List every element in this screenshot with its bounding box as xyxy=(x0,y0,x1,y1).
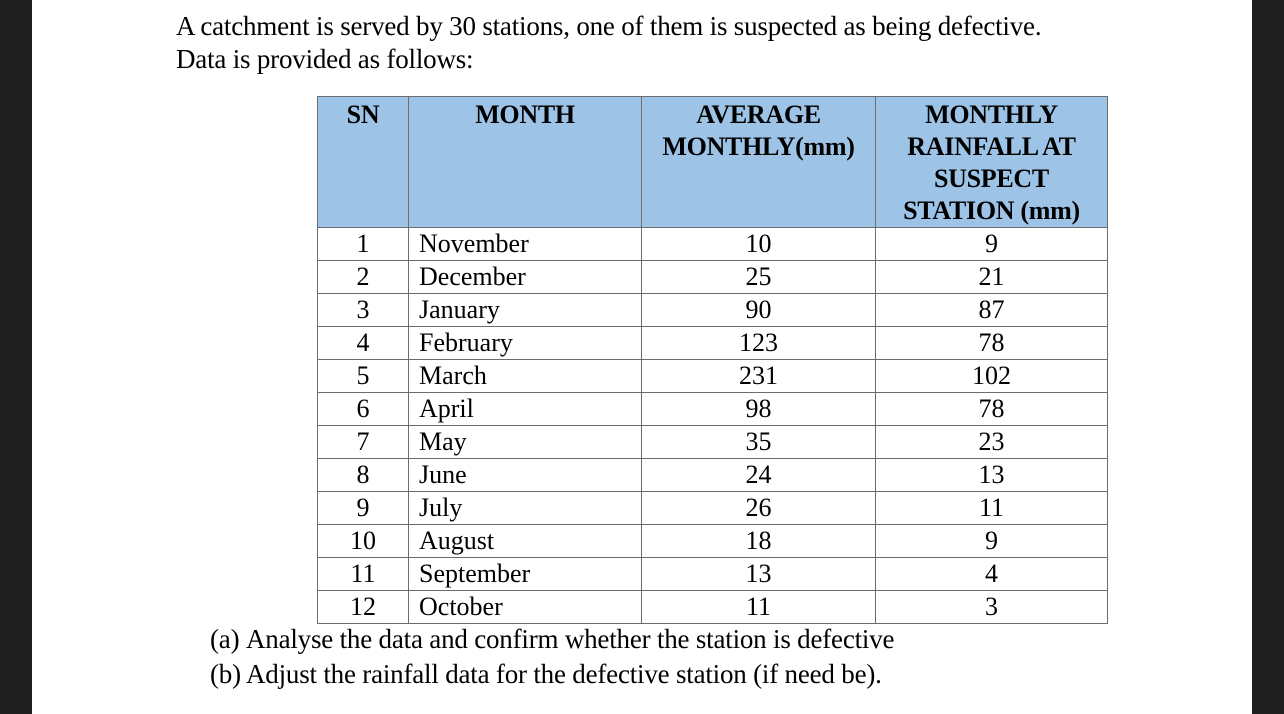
table-header-row: SN MONTH AVERAGE MONTHLY(mm) MONTHLY RAI… xyxy=(317,96,1108,228)
cell-sn: 2 xyxy=(317,260,409,294)
cell-average: 18 xyxy=(641,524,876,558)
table-row: 3 January 90 87 xyxy=(317,293,1108,327)
question-a: (a) Analyse the data and confirm whether … xyxy=(210,622,895,657)
cell-average: 24 xyxy=(641,458,876,492)
cell-sn: 8 xyxy=(317,458,409,492)
cell-month: January xyxy=(408,293,642,327)
cell-sn: 12 xyxy=(317,590,409,624)
cell-average: 35 xyxy=(641,425,876,459)
cell-month: June xyxy=(408,458,642,492)
cell-month: February xyxy=(408,326,642,360)
cell-sn: 6 xyxy=(317,392,409,426)
question-b-text: Adjust the rainfall data for the defecti… xyxy=(246,659,882,689)
cell-average: 123 xyxy=(641,326,876,360)
table-row: 10 August 18 9 xyxy=(317,524,1108,558)
header-suspect-station: MONTHLY RAINFALL AT SUSPECT STATION (mm) xyxy=(875,96,1108,228)
table-row: 5 March 231 102 xyxy=(317,359,1108,393)
cell-station: 78 xyxy=(875,392,1108,426)
table-row: 8 June 24 13 xyxy=(317,458,1108,492)
cell-station: 21 xyxy=(875,260,1108,294)
cell-average: 11 xyxy=(641,590,876,624)
cell-month: March xyxy=(408,359,642,393)
header-station-line-2: RAINFALL AT xyxy=(907,132,1076,161)
table-row: 4 February 123 78 xyxy=(317,326,1108,360)
cell-average: 231 xyxy=(641,359,876,393)
cell-sn: 11 xyxy=(317,557,409,591)
table-row: 6 April 98 78 xyxy=(317,392,1108,426)
table-row: 2 December 25 21 xyxy=(317,260,1108,294)
table-row: 12 October 11 3 xyxy=(317,590,1108,624)
cell-station: 13 xyxy=(875,458,1108,492)
question-b: (b) Adjust the rainfall data for the defe… xyxy=(210,657,894,692)
cell-station: 102 xyxy=(875,359,1108,393)
cell-station: 78 xyxy=(875,326,1108,360)
header-average-line-1: AVERAGE xyxy=(696,100,821,129)
intro-line-2: Data is provided as follows: xyxy=(176,44,474,74)
cell-average: 25 xyxy=(641,260,876,294)
cell-station: 23 xyxy=(875,425,1108,459)
cell-month: October xyxy=(408,590,642,624)
cell-month: September xyxy=(408,557,642,591)
header-month: MONTH xyxy=(408,96,642,228)
cell-sn: 10 xyxy=(317,524,409,558)
header-average-monthly: AVERAGE MONTHLY(mm) xyxy=(641,96,876,228)
cell-month: April xyxy=(408,392,642,426)
question-a-label: (a) xyxy=(210,624,240,654)
header-station-line-1: MONTHLY xyxy=(925,100,1058,129)
cell-average: 90 xyxy=(641,293,876,327)
question-a-text: Analyse the data and confirm whether the… xyxy=(246,624,895,654)
cell-sn: 1 xyxy=(317,227,409,261)
question-b-label: (b) xyxy=(210,659,241,689)
cell-month: December xyxy=(408,260,642,294)
table-row: 9 July 26 11 xyxy=(317,491,1108,525)
cell-station: 4 xyxy=(875,557,1108,591)
problem-intro: A catchment is served by 30 stations, on… xyxy=(176,10,1042,76)
cell-station: 9 xyxy=(875,524,1108,558)
cell-sn: 5 xyxy=(317,359,409,393)
cell-station: 9 xyxy=(875,227,1108,261)
cell-average: 13 xyxy=(641,557,876,591)
document-page: A catchment is served by 30 stations, on… xyxy=(32,0,1252,714)
cell-sn: 3 xyxy=(317,293,409,327)
cell-station: 3 xyxy=(875,590,1108,624)
questions: (a) Analyse the data and confirm whether … xyxy=(210,622,895,692)
cell-sn: 7 xyxy=(317,425,409,459)
header-average-line-2: MONTHLY(mm) xyxy=(662,132,855,161)
cell-station: 11 xyxy=(875,491,1108,525)
header-station-line-4: STATION (mm) xyxy=(903,196,1080,225)
cell-average: 98 xyxy=(641,392,876,426)
cell-month: May xyxy=(408,425,642,459)
cell-station: 87 xyxy=(875,293,1108,327)
rainfall-table: SN MONTH AVERAGE MONTHLY(mm) MONTHLY RAI… xyxy=(317,96,1108,624)
table-row: 1 November 10 9 xyxy=(317,227,1108,261)
cell-month: November xyxy=(408,227,642,261)
header-station-line-3: SUSPECT xyxy=(934,164,1049,193)
intro-line-1: A catchment is served by 30 stations, on… xyxy=(176,11,1042,41)
cell-sn: 9 xyxy=(317,491,409,525)
table-row: 11 September 13 4 xyxy=(317,557,1108,591)
cell-month: August xyxy=(408,524,642,558)
cell-average: 26 xyxy=(641,491,876,525)
table-row: 7 May 35 23 xyxy=(317,425,1108,459)
header-sn: SN xyxy=(317,96,409,228)
cell-average: 10 xyxy=(641,227,876,261)
cell-month: July xyxy=(408,491,642,525)
cell-sn: 4 xyxy=(317,326,409,360)
